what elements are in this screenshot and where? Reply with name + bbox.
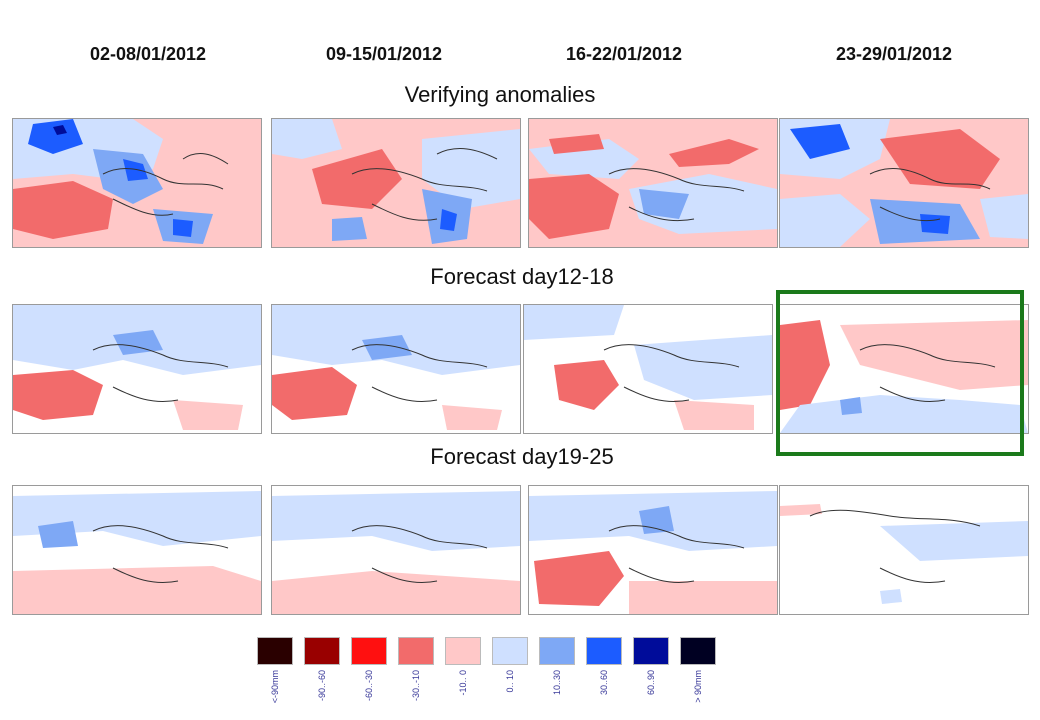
legend-swatch-6 [492,637,528,665]
legend-swatch-5 [445,637,481,665]
map-verifying-period-2 [271,118,521,248]
map-forecast-19-25-period-2 [271,485,521,615]
map-forecast-19-25-period-1 [12,485,262,615]
row-title-forecast-19-25: Forecast day19-25 [430,444,614,469]
map-forecast-12-18-period-3 [523,304,773,434]
legend-label-6: 0.. 10 [505,670,515,693]
legend-swatch-2 [304,637,340,665]
legend-swatch-7 [539,637,575,665]
legend-swatch-8 [586,637,622,665]
map-forecast-12-18-period-4 [779,304,1029,434]
legend-label-3: -60..-30 [364,670,374,702]
period-header-3: 16-22/01/2012 [565,44,683,64]
legend-swatch-9 [633,637,669,665]
legend-label-7: 10..30 [552,670,562,696]
legend-swatch-3 [351,637,387,665]
legend-label-1: <-90mm [270,670,280,704]
legend-label-8: 30..60 [599,670,609,696]
map-verifying-period-3 [528,118,778,248]
row-title-verifying: Verifying anomalies [404,82,596,107]
legend-swatch-4 [398,637,434,665]
map-verifying-period-1 [12,118,262,248]
highlight-frame [776,290,1024,456]
legend-label-10: > 90mm [693,670,703,703]
legend-swatch-10 [680,637,716,665]
row-title-forecast-12-18: Forecast day12-18 [430,264,614,289]
map-forecast-19-25-period-4 [779,485,1029,615]
period-header-1: 02-08/01/2012 [89,44,207,64]
period-header-4: 23-29/01/2012 [835,44,953,64]
legend-label-2: -90..-60 [317,670,327,702]
map-forecast-12-18-period-1 [12,304,262,434]
map-forecast-19-25-period-3 [528,485,778,615]
map-forecast-12-18-period-2 [271,304,521,434]
legend-swatch-1 [257,637,293,665]
map-verifying-period-4 [779,118,1029,248]
period-header-2: 09-15/01/2012 [325,44,443,64]
legend-label-5: -10.. 0 [458,670,468,696]
legend-label-9: 60..90 [646,670,656,696]
legend-label-4: -30..-10 [411,670,421,702]
